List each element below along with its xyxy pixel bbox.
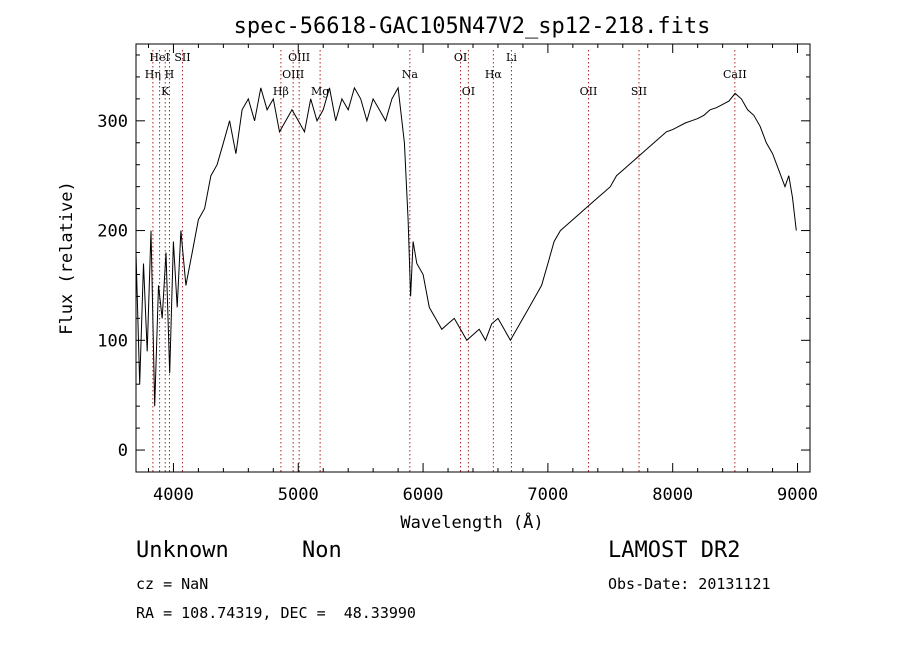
x-tick-label: 5000 <box>278 485 319 505</box>
line-marker-label: OII <box>580 85 598 98</box>
chart-title: spec-56618-GAC105N47V2_sp12-218.fits <box>234 14 711 39</box>
line-marker-label: SII <box>174 51 190 64</box>
line-marker-label: K <box>161 85 170 98</box>
x-axis: 4000 5000 6000 7000 8000 9000 <box>147 44 818 505</box>
coordinates: RA = 108.74319, DEC = 48.33990 <box>136 604 416 622</box>
object-subclass: Non <box>302 538 342 563</box>
y-tick-label: 0 <box>118 441 128 461</box>
x-tick-label: 6000 <box>403 485 444 505</box>
x-axis-label: Wavelength (Å) <box>400 511 543 533</box>
obs-date: Obs-Date: 20131121 <box>608 575 771 593</box>
plot-frame <box>135 43 811 473</box>
line-marker-label: HeI <box>149 51 169 64</box>
survey-name: LAMOST DR2 <box>608 538 741 563</box>
line-marker-label: Hη <box>145 68 161 81</box>
line-marker-label: Li <box>506 51 517 64</box>
line-marker-label: Hα <box>485 68 503 81</box>
redshift-readout: cz = NaN <box>136 575 209 593</box>
line-marker-label: H <box>165 68 175 81</box>
line-marker-label: OIII <box>282 68 304 81</box>
x-tick-label: 9000 <box>777 485 818 505</box>
line-marker-label: OI <box>462 85 475 98</box>
object-class: Unknown <box>136 538 229 563</box>
y-axis: 0 100 200 300 <box>97 54 810 473</box>
line-marker-label: SII <box>631 85 647 98</box>
line-marker-label: CaII <box>723 68 747 81</box>
line-marker-group <box>152 50 736 472</box>
y-axis-label: Flux (relative) <box>57 181 77 335</box>
line-marker-label: Hβ <box>273 85 289 98</box>
spectrum-line <box>135 86 797 407</box>
line-marker-label: OI <box>454 51 467 64</box>
line-marker-label: OIII <box>288 51 310 64</box>
line-marker-label: Mg <box>311 85 329 98</box>
line-marker-label: Na <box>402 68 419 81</box>
y-tick-label: 300 <box>97 112 128 132</box>
x-tick-label: 7000 <box>527 485 568 505</box>
x-tick-label: 4000 <box>153 485 194 505</box>
x-tick-label: 8000 <box>652 485 693 505</box>
y-tick-label: 200 <box>97 222 128 242</box>
y-tick-label: 100 <box>97 331 128 351</box>
